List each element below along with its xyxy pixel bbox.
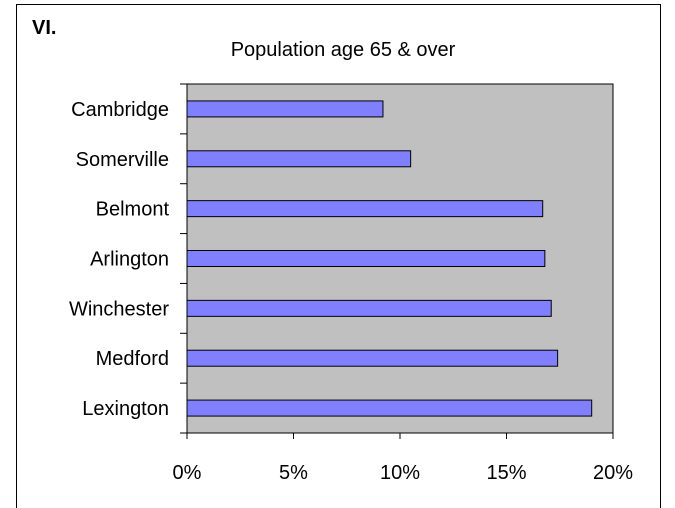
- category-label-somerville: Somerville: [76, 149, 169, 171]
- category-label-arlington: Arlington: [90, 249, 169, 271]
- bar-belmont: [186, 200, 544, 218]
- x-tick-label: 10%: [380, 462, 420, 484]
- section-label: VI.: [32, 17, 57, 39]
- x-tick-label: 5%: [279, 462, 308, 484]
- x-tick-label: 15%: [486, 462, 526, 484]
- category-label-lexington: Lexington: [82, 398, 169, 420]
- bar-somerville: [186, 150, 412, 168]
- x-tick-label: 20%: [593, 462, 633, 484]
- bar-arlington: [186, 250, 546, 267]
- category-label-cambridge: Cambridge: [71, 99, 169, 121]
- bar-lexington: [186, 399, 593, 417]
- bar-medford: [186, 349, 559, 367]
- chart-title: Population age 65 & over: [231, 39, 456, 61]
- x-tick-label: 0%: [173, 462, 202, 484]
- chart-frame: [16, 4, 661, 508]
- category-label-belmont: Belmont: [96, 199, 170, 221]
- bar-winchester: [186, 299, 552, 317]
- category-label-medford: Medford: [96, 348, 169, 370]
- bar-cambridge: [186, 100, 384, 118]
- category-label-winchester: Winchester: [69, 298, 169, 320]
